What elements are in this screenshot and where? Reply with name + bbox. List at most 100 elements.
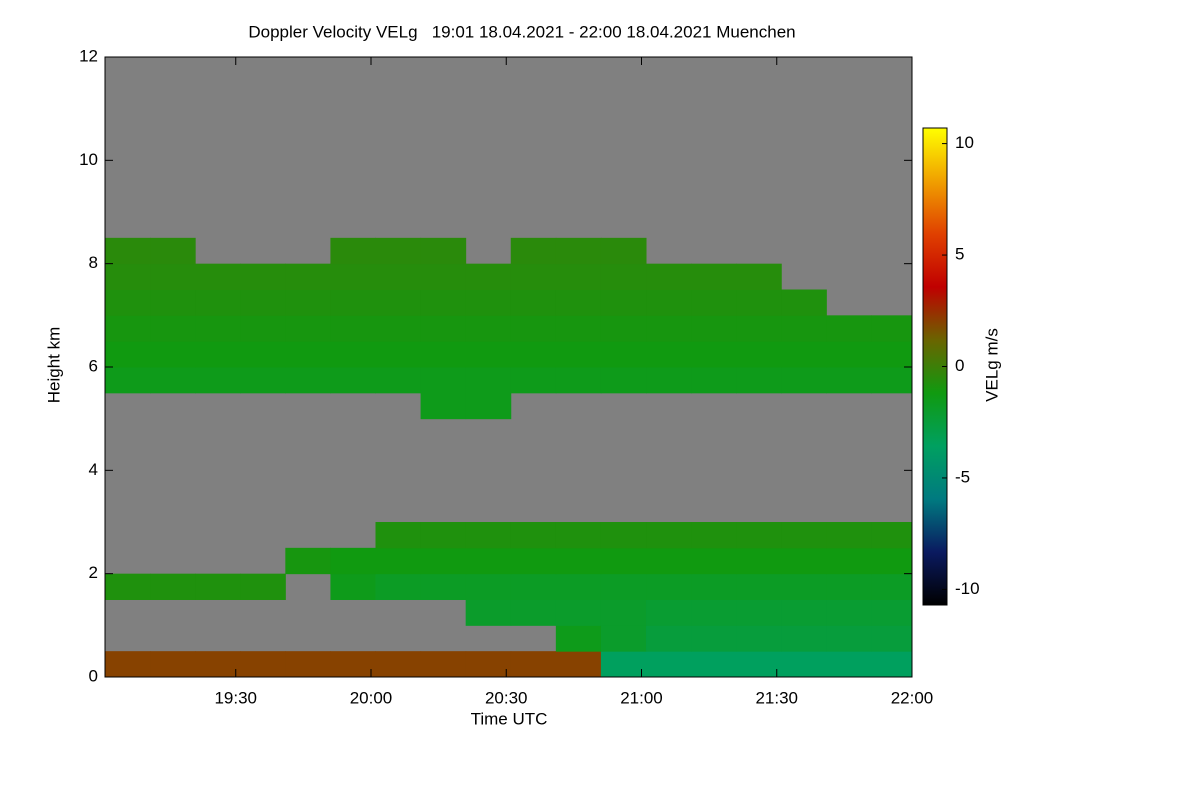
heatmap-cell <box>826 599 872 626</box>
heatmap-cell <box>646 263 692 290</box>
heatmap-cell <box>736 522 782 549</box>
heatmap-cell <box>330 289 377 316</box>
x-tick-label: 19:30 <box>214 688 257 707</box>
heatmap-cell <box>691 315 737 342</box>
heatmap-cell <box>330 547 377 575</box>
heatmap-cell <box>195 289 241 316</box>
heatmap-cell <box>600 547 647 575</box>
heatmap-cell <box>510 237 557 265</box>
colorbar-tick-label: -10 <box>955 579 980 598</box>
y-tick-label: 10 <box>79 150 98 169</box>
heatmap-cell <box>555 237 602 265</box>
heatmap-cell <box>240 341 286 368</box>
heatmap-cell <box>691 341 737 368</box>
heatmap-cell <box>330 367 377 394</box>
heatmap-cell <box>105 289 151 316</box>
heatmap-cell <box>375 522 422 549</box>
heatmap-cell <box>871 341 912 368</box>
heatmap-cell <box>555 315 602 342</box>
heatmap-cell <box>285 315 331 342</box>
heatmap-cell <box>240 651 286 677</box>
heatmap-cell <box>781 315 827 342</box>
y-tick-label: 8 <box>89 253 98 272</box>
heatmap-cell <box>691 651 737 677</box>
heatmap-cell <box>646 651 692 677</box>
heatmap-cell <box>510 341 557 368</box>
heatmap-cell <box>736 289 782 316</box>
heatmap-cell <box>285 547 331 575</box>
heatmap-cell <box>826 625 872 652</box>
heatmap-cell <box>150 263 196 290</box>
heatmap-cell <box>781 651 827 677</box>
heatmap-cell <box>105 651 151 677</box>
heatmap-cell <box>465 599 512 626</box>
x-tick-label: 21:30 <box>755 688 798 707</box>
heatmap-cell <box>871 367 912 394</box>
heatmap-cell <box>240 367 286 394</box>
heatmap-cell <box>150 237 196 265</box>
heatmap-cell <box>555 341 602 368</box>
heatmap-cell <box>375 341 422 368</box>
heatmap-cell <box>150 289 196 316</box>
heatmap-cell <box>465 392 512 420</box>
heatmap-cell <box>105 315 151 342</box>
heatmap-cell <box>691 547 737 575</box>
heatmap-cell <box>826 573 872 600</box>
colorbar-tick-label: 0 <box>955 356 964 375</box>
heatmap-cell <box>375 315 422 342</box>
heatmap-cell <box>420 522 467 549</box>
x-axis-label: Time UTC <box>471 709 548 728</box>
y-tick-label: 0 <box>89 666 98 685</box>
heatmap-cell <box>285 651 331 677</box>
heatmap-cell <box>555 547 602 575</box>
heatmap-cell <box>465 522 512 549</box>
heatmap-cell <box>150 573 196 600</box>
x-tick-label: 20:30 <box>485 688 528 707</box>
x-tick-label: 21:00 <box>620 688 663 707</box>
x-tick-label: 22:00 <box>891 688 934 707</box>
heatmap-cell <box>105 237 151 265</box>
heatmap-cell <box>646 599 692 626</box>
heatmap-cell <box>195 263 241 290</box>
heatmap-cell <box>105 573 151 600</box>
heatmap-cell <box>510 315 557 342</box>
heatmap-cell <box>646 315 692 342</box>
heatmap-cell <box>375 367 422 394</box>
heatmap-cell <box>555 289 602 316</box>
heatmap-cell <box>646 522 692 549</box>
heatmap-cell <box>781 547 827 575</box>
heatmap-cell <box>420 237 467 265</box>
heatmap-cell <box>691 522 737 549</box>
heatmap-cell <box>600 522 647 549</box>
heatmap-cell <box>105 341 151 368</box>
heatmap-cell <box>420 651 467 677</box>
y-tick-label: 6 <box>89 356 98 375</box>
heatmap-cell <box>420 573 467 600</box>
heatmap-cell <box>330 315 377 342</box>
x-tick-label: 20:00 <box>350 688 393 707</box>
heatmap-cell <box>105 367 151 394</box>
y-tick-label: 2 <box>89 563 98 582</box>
heatmap-cell <box>646 547 692 575</box>
heatmap-cell <box>420 341 467 368</box>
heatmap-cell <box>871 651 912 677</box>
heatmap-cell <box>871 522 912 549</box>
heatmap-cell <box>555 263 602 290</box>
heatmap-cell <box>826 367 872 394</box>
heatmap-cell <box>600 341 647 368</box>
heatmap-cell <box>691 263 737 290</box>
heatmap-cell <box>510 651 557 677</box>
heatmap-cell <box>736 315 782 342</box>
heatmap-cell <box>375 237 422 265</box>
heatmap-cell <box>420 392 467 420</box>
heatmap-cell <box>240 573 286 600</box>
heatmap-cell <box>646 573 692 600</box>
heatmap-cell <box>195 341 241 368</box>
heatmap-cell <box>781 625 827 652</box>
heatmap-cell <box>600 367 647 394</box>
heatmap-cell <box>826 341 872 368</box>
heatmap-cell <box>736 599 782 626</box>
heatmap-cell <box>330 651 377 677</box>
heatmap-cell <box>736 263 782 290</box>
